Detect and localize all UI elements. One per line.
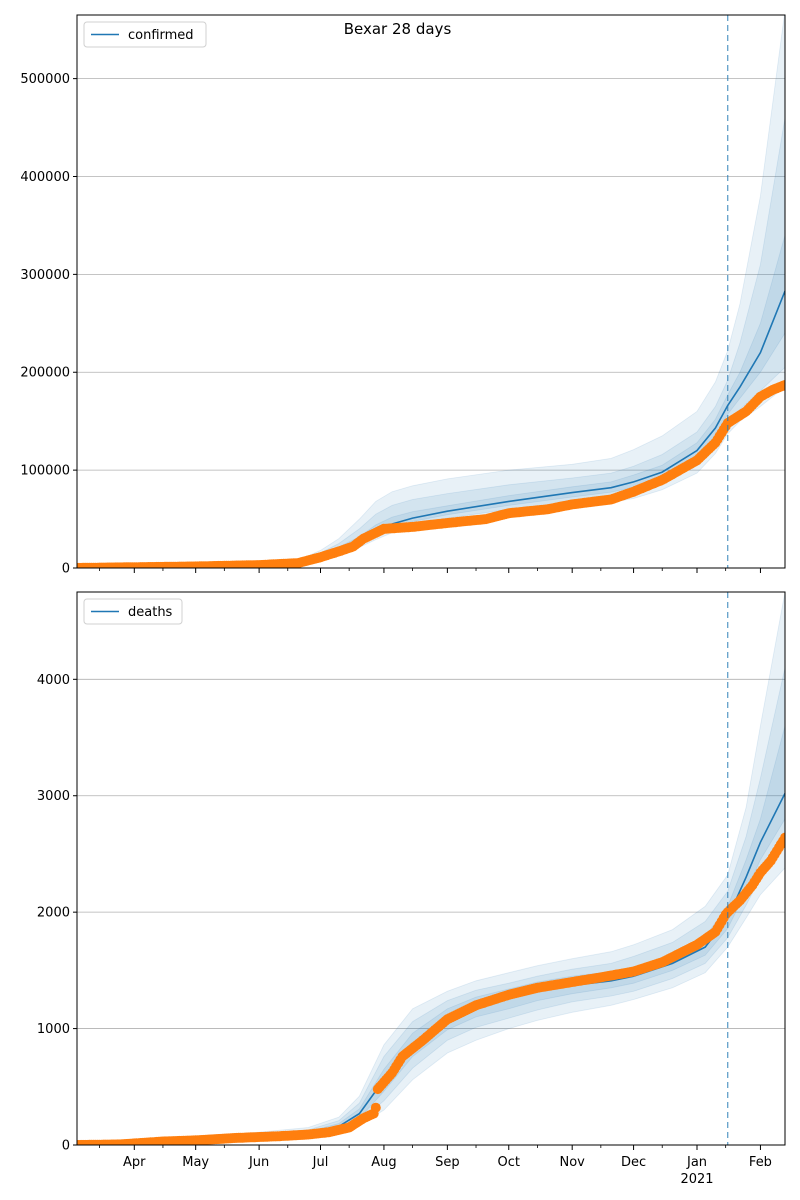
figure-title: Bexar 28 days xyxy=(343,20,452,38)
y-tick-label: 400000 xyxy=(20,170,70,185)
uncertainty-band xyxy=(77,592,785,1145)
y-tick-label: 500000 xyxy=(20,72,70,87)
plot-area xyxy=(77,15,785,568)
y-tick-label: 3000 xyxy=(37,789,70,804)
x-tick-label: Jun xyxy=(248,1155,269,1170)
legend-label: deaths xyxy=(128,605,173,620)
y-tick-label: 300000 xyxy=(20,268,70,283)
uncertainty-band xyxy=(77,117,785,568)
observed-point xyxy=(370,1102,381,1113)
legend: confirmed xyxy=(83,21,207,48)
x-year-label: 2021 xyxy=(680,1172,713,1187)
x-tick-label: Feb xyxy=(749,1155,772,1170)
y-tick-label: 1000 xyxy=(37,1022,70,1037)
panel-deaths: 0 1000 2000 3000 4000 deaths xyxy=(37,591,786,1154)
x-tick-label: May xyxy=(182,1155,209,1170)
x-tick-label: Jul xyxy=(312,1155,329,1170)
x-tick-label: Apr xyxy=(123,1155,146,1170)
y-tick-label: 0 xyxy=(62,562,70,577)
observed-point xyxy=(780,380,785,390)
x-tick-label: Aug xyxy=(371,1155,396,1170)
uncertainty-band xyxy=(77,725,785,1145)
y-tick-label: 2000 xyxy=(37,906,70,921)
x-tick-label: Oct xyxy=(498,1155,520,1170)
uncertainty-band xyxy=(77,235,785,568)
panel-confirmed: 0 100000 200000 300000 400000 500000 confirmed xyxy=(20,14,786,577)
axes-frame xyxy=(76,591,786,1146)
x-tick-label: Sep xyxy=(435,1155,460,1170)
legend-box xyxy=(83,598,183,625)
uncertainty-band xyxy=(77,667,785,1145)
x-tick-label: Dec xyxy=(621,1155,646,1170)
y-tick-label: 200000 xyxy=(20,366,70,381)
y-tick-label: 4000 xyxy=(37,673,70,688)
legend: deaths xyxy=(83,598,183,625)
observed-point xyxy=(780,832,785,843)
x-tick-label: Nov xyxy=(560,1155,586,1170)
y-tick-label: 100000 xyxy=(20,464,70,479)
legend-label: confirmed xyxy=(128,28,194,43)
uncertainty-band xyxy=(77,15,785,568)
x-tick-label: Jan xyxy=(686,1155,707,1170)
plot-area xyxy=(77,592,785,1145)
y-tick-label: 0 xyxy=(62,1139,70,1154)
legend-box xyxy=(83,21,207,48)
axes-frame xyxy=(76,14,786,569)
